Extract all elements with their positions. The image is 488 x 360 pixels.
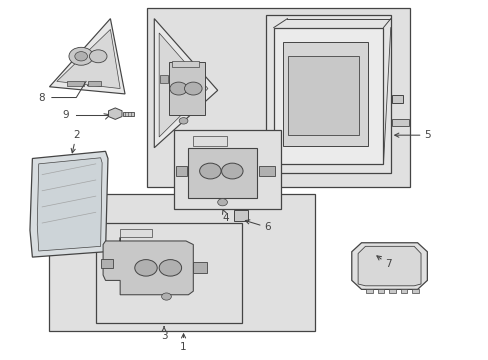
- Circle shape: [169, 82, 187, 95]
- Polygon shape: [30, 151, 108, 257]
- Circle shape: [75, 51, 87, 61]
- Bar: [377, 289, 384, 293]
- Bar: [168, 62, 205, 116]
- Polygon shape: [37, 158, 102, 251]
- Bar: [88, 81, 101, 86]
- Polygon shape: [154, 19, 217, 148]
- Text: 9: 9: [62, 111, 69, 121]
- Bar: [391, 119, 408, 126]
- Circle shape: [69, 47, 93, 65]
- Text: 1: 1: [180, 334, 186, 352]
- Bar: [120, 229, 152, 237]
- Text: 7: 7: [376, 256, 391, 269]
- Bar: [411, 289, 418, 293]
- Text: 3: 3: [161, 327, 167, 341]
- Bar: [233, 210, 248, 221]
- Bar: [188, 148, 256, 198]
- Circle shape: [179, 118, 187, 124]
- Bar: [101, 259, 113, 268]
- Text: 2: 2: [71, 130, 80, 153]
- Bar: [147, 8, 409, 187]
- Bar: [173, 130, 281, 209]
- Polygon shape: [108, 108, 122, 120]
- Bar: [400, 289, 407, 293]
- Bar: [259, 166, 274, 176]
- Text: 8: 8: [38, 93, 44, 103]
- Circle shape: [199, 163, 221, 179]
- Circle shape: [221, 163, 243, 179]
- Circle shape: [135, 260, 157, 276]
- Bar: [282, 42, 367, 146]
- Text: 6: 6: [245, 220, 270, 232]
- Bar: [160, 75, 167, 83]
- Bar: [266, 15, 390, 173]
- Text: 4: 4: [222, 210, 229, 222]
- Circle shape: [161, 293, 171, 300]
- Polygon shape: [103, 237, 193, 295]
- Bar: [176, 166, 186, 176]
- Bar: [388, 289, 395, 293]
- Bar: [66, 81, 83, 86]
- Polygon shape: [357, 246, 420, 286]
- Bar: [193, 262, 206, 273]
- Circle shape: [184, 82, 202, 95]
- Bar: [96, 223, 242, 323]
- Polygon shape: [351, 243, 427, 289]
- Circle shape: [159, 260, 181, 276]
- Bar: [172, 61, 199, 67]
- Bar: [123, 112, 134, 116]
- Polygon shape: [159, 33, 207, 137]
- Bar: [193, 136, 227, 146]
- Polygon shape: [57, 30, 120, 89]
- Circle shape: [217, 199, 227, 206]
- Circle shape: [89, 50, 107, 63]
- Bar: [391, 95, 402, 103]
- Bar: [49, 194, 315, 330]
- Bar: [273, 28, 383, 164]
- Text: 5: 5: [394, 130, 430, 140]
- Bar: [288, 56, 358, 135]
- Bar: [366, 289, 372, 293]
- Polygon shape: [49, 19, 125, 94]
